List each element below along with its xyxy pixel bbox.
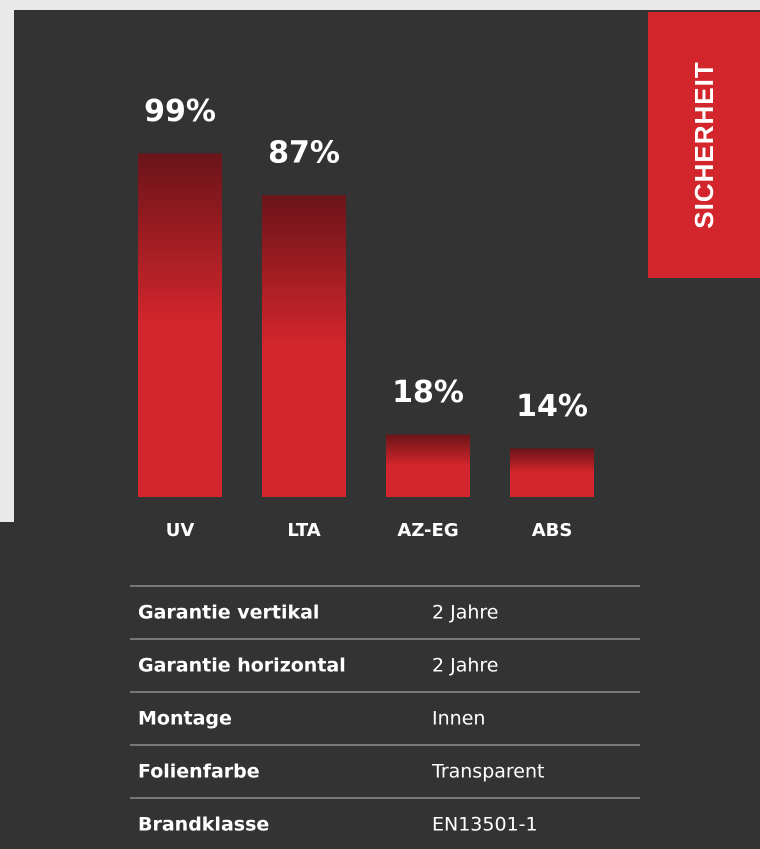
category-label: UV — [166, 520, 195, 541]
top-strip — [0, 0, 760, 10]
row-value: EN13501-1 — [432, 814, 538, 836]
row-value: 2 Jahre — [432, 602, 499, 624]
bar — [386, 434, 470, 497]
row-label: Garantie horizontal — [138, 655, 346, 677]
value-label: 18% — [392, 375, 464, 410]
category-label: ABS — [532, 520, 573, 541]
spec-table: Garantie vertikal 2 Jahre Garantie horizon… — [130, 585, 640, 836]
section-tab — [648, 12, 760, 278]
category-label: LTA — [287, 520, 320, 541]
row-value: Innen — [432, 708, 485, 730]
left-strip — [0, 0, 14, 522]
bar — [510, 448, 594, 497]
value-label: 14% — [516, 389, 588, 424]
row-value: 2 Jahre — [432, 655, 499, 677]
row-label: Montage — [138, 708, 232, 730]
bar — [262, 195, 346, 498]
row-label: Folienfarbe — [138, 761, 260, 783]
row-label: Garantie vertikal — [138, 602, 319, 624]
value-label: 87% — [268, 136, 340, 171]
row-label: Brandklasse — [138, 814, 269, 836]
value-label: 99% — [144, 94, 216, 129]
section-title: SICHERHEIT — [689, 61, 719, 228]
row-value: Transparent — [431, 761, 545, 783]
bar — [138, 153, 222, 497]
category-label: AZ-EG — [397, 520, 458, 541]
chart: 99% UV 87% LTA 18% AZ-EG 14% ABS — [138, 94, 594, 541]
